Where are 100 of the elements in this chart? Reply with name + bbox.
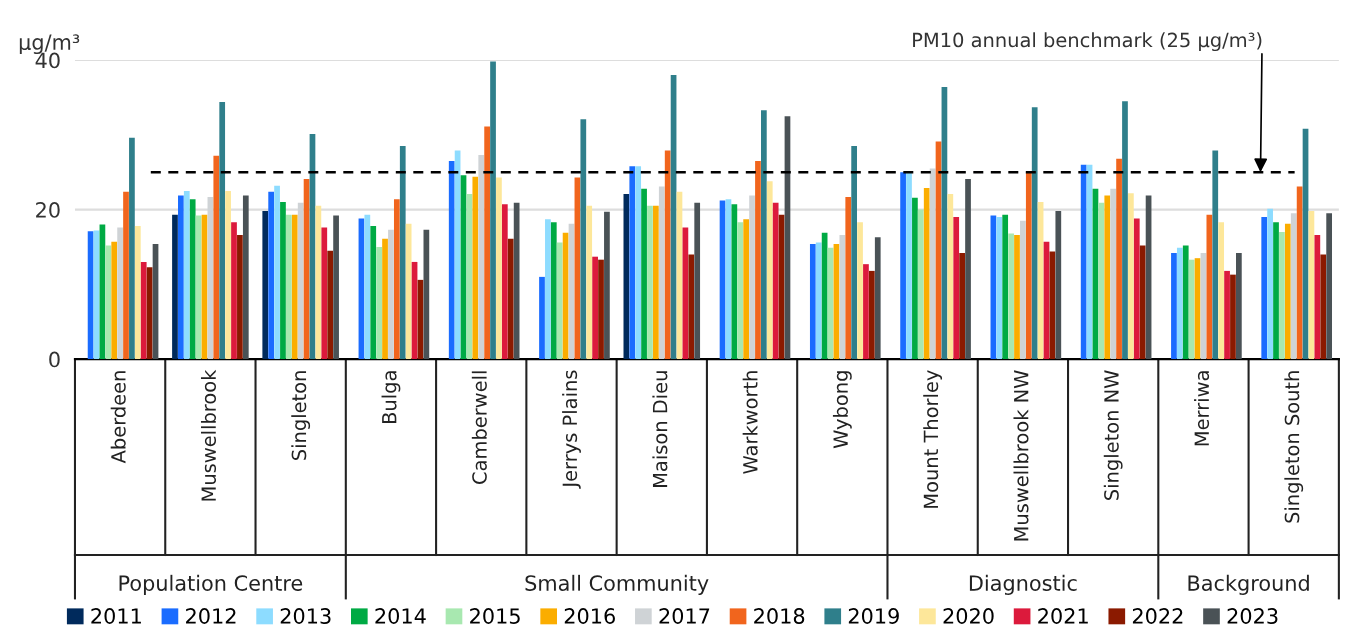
bar (490, 61, 496, 360)
bar (507, 238, 514, 360)
bar (242, 195, 249, 360)
bar (513, 202, 520, 360)
bar (213, 155, 220, 360)
bar (845, 196, 852, 360)
bar (604, 211, 610, 360)
text: Background (1188, 574, 1309, 595)
bar (1314, 235, 1321, 360)
bar (857, 222, 863, 360)
bar (423, 229, 430, 360)
bar (448, 161, 455, 360)
bar (364, 214, 371, 360)
bar (225, 190, 231, 360)
bar (1139, 245, 1146, 360)
bar (1212, 150, 1219, 360)
bar (755, 161, 761, 360)
x-tick-label: Mount Thorley (923, 370, 943, 508)
bar (766, 181, 773, 360)
bar (1267, 208, 1273, 360)
bar (333, 215, 339, 360)
bar (237, 235, 243, 360)
x-tick-label: Maison Dieu (652, 371, 668, 487)
legend-label: 2011 (91, 608, 141, 624)
bar (1055, 211, 1062, 360)
bar (291, 214, 298, 360)
legend-label: 2015 (470, 608, 520, 624)
bar (635, 166, 642, 360)
bar (900, 172, 906, 360)
bar (134, 226, 141, 360)
legend-label: 2018 (754, 608, 805, 624)
bar (501, 204, 508, 360)
bar (1110, 188, 1117, 360)
legend-label: 2021 (1038, 608, 1088, 624)
bar (1031, 107, 1038, 360)
bar (1230, 274, 1236, 360)
bar (231, 222, 237, 360)
bar (761, 110, 767, 360)
bar (851, 146, 857, 360)
bar (874, 237, 881, 360)
bar (274, 185, 280, 360)
bar (496, 177, 502, 360)
bar (111, 241, 118, 360)
bar (393, 199, 400, 360)
bar (1128, 193, 1134, 360)
bar (815, 242, 822, 360)
bar (117, 227, 123, 360)
x-tick-label: Muswellbrook (200, 369, 217, 501)
bar (868, 270, 875, 360)
bar (268, 191, 275, 360)
bar (959, 252, 965, 360)
legend-label: 2023 (1227, 608, 1278, 624)
bar (1176, 247, 1183, 360)
bar (405, 223, 412, 360)
bar (1020, 220, 1026, 360)
bar (592, 256, 598, 360)
x-tick-label: Muswellbrook NW (1013, 370, 1029, 541)
x-tick-label: Singleton (291, 371, 311, 460)
ref-line-label: PM10 annual benchmark (25 µg/m³) (913, 32, 1262, 52)
x-tick-label: Wybong (832, 371, 852, 449)
bar (556, 242, 563, 360)
bar (321, 227, 328, 360)
bar (664, 150, 671, 360)
bar (1273, 222, 1279, 360)
bar (586, 205, 593, 360)
bar (743, 219, 750, 360)
legend-label: 2016 (564, 608, 615, 624)
bar (1261, 217, 1268, 360)
bar (399, 146, 406, 360)
bar (129, 137, 135, 360)
bar (1218, 222, 1225, 360)
y-axis-title: µg/m³ (19, 34, 80, 55)
bar (688, 254, 695, 360)
x-tick-label: Aberdeen (110, 371, 126, 464)
legend-label: 2020 (943, 608, 994, 624)
bar (262, 211, 269, 360)
bar (598, 259, 604, 360)
bar (917, 209, 924, 360)
bar (1182, 245, 1189, 360)
bar (653, 205, 659, 360)
bar (1171, 252, 1177, 360)
bar (863, 264, 869, 360)
bar (123, 191, 129, 360)
bar (550, 222, 557, 360)
x-tick-label: Camberwell (471, 371, 487, 484)
bar (327, 250, 334, 360)
bar (772, 202, 779, 360)
bar (1284, 223, 1291, 360)
bar (1224, 270, 1230, 360)
bar (906, 172, 912, 360)
bar (388, 229, 394, 360)
bar (737, 222, 744, 360)
bar (478, 155, 485, 360)
bar (286, 214, 292, 360)
bar (809, 243, 816, 360)
bar (219, 101, 226, 360)
text: Diagnostic (969, 574, 1077, 595)
bar (178, 195, 184, 360)
bar (1008, 233, 1014, 360)
bar (965, 178, 971, 360)
